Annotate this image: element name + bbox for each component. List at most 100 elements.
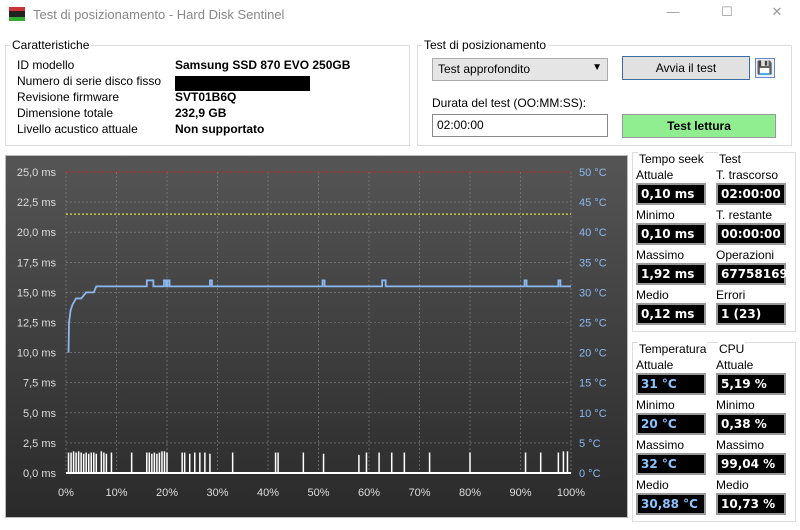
y-right-tick-label: 45 °C <box>579 197 607 209</box>
char-value: Non supportato <box>175 122 265 136</box>
window-title: Test di posizionamento - Hard Disk Senti… <box>33 6 285 22</box>
y-left-tick-label: 15,0 ms <box>17 287 57 299</box>
x-tick-label: 0% <box>58 487 74 499</box>
cpu-stat-label: Attuale <box>716 358 754 372</box>
seek-test-legend: Test di posizionamento <box>424 38 547 52</box>
y-left-tick-label: 0,0 ms <box>23 468 57 480</box>
duration-label: Durata del test (OO:MM:SS): <box>432 96 587 110</box>
seek-stat-value: 1,92 ms <box>636 263 706 285</box>
temperature-stat-label: Medio <box>636 478 669 492</box>
testinfo-stat-value: 67758169 <box>716 263 788 285</box>
x-tick-label: 70% <box>408 487 430 499</box>
temperature-stat-value: 31 °C <box>636 373 706 395</box>
minimize-button[interactable]: — <box>666 4 680 19</box>
y-right-tick-label: 15 °C <box>579 378 607 390</box>
y-right-tick-label: 0 °C <box>579 468 601 480</box>
y-right-tick-label: 25 °C <box>579 318 607 330</box>
start-test-button[interactable]: Avvia il test <box>622 56 750 80</box>
testinfo-stat-label: Errori <box>716 288 746 302</box>
serial-redacted <box>175 76 310 91</box>
y-right-tick-label: 10 °C <box>579 408 607 420</box>
cpu-stat-label: Medio <box>716 478 749 492</box>
y-left-tick-label: 20,0 ms <box>17 227 57 239</box>
characteristics-legend: Caratteristiche <box>12 38 90 52</box>
x-tick-label: 90% <box>509 487 531 499</box>
duration-input[interactable]: 02:00:00 <box>432 114 608 137</box>
testinfo-stat-value: 1 (23) <box>716 303 786 325</box>
char-label: Dimensione totale <box>17 106 114 120</box>
seek-stat-label: Medio <box>636 288 669 302</box>
temp-cpu-panel <box>632 342 796 522</box>
cpu-stat-value: 0,38 % <box>716 413 786 435</box>
char-value: 232,9 GB <box>175 106 227 120</box>
testinfo-stat-value: 02:00:00 <box>716 183 786 205</box>
read-test-button[interactable]: Test lettura <box>622 114 776 138</box>
cpu-stat-value: 5,19 % <box>716 373 786 395</box>
x-tick-label: 40% <box>257 487 279 499</box>
y-left-tick-label: 25,0 ms <box>17 167 57 179</box>
seek-stat-value: 0,10 ms <box>636 183 706 205</box>
testinfo-stat-label: T. trascorso <box>716 168 779 182</box>
maximize-button[interactable]: ☐ <box>721 4 733 19</box>
char-label: ID modello <box>17 58 75 72</box>
cpu-legend: CPU <box>718 342 746 356</box>
characteristics-group: Caratteristiche <box>5 38 410 146</box>
x-tick-label: 30% <box>206 487 228 499</box>
seek-test-group: Test di posizionamento <box>417 38 792 146</box>
test-mode-select[interactable]: Test approfondito ▼ <box>432 58 608 81</box>
y-left-tick-label: 2,5 ms <box>23 438 57 450</box>
temperature-stat-value: 32 °C <box>636 453 706 475</box>
x-tick-label: 50% <box>307 487 329 499</box>
cpu-stat-value: 99,04 % <box>716 453 786 475</box>
seek-stat-label: Minimo <box>636 208 675 222</box>
y-right-tick-label: 35 °C <box>579 257 607 269</box>
title-bar: Test di posizionamento - Hard Disk Senti… <box>0 0 800 28</box>
y-right-tick-label: 50 °C <box>579 167 607 179</box>
temperature-stat-label: Massimo <box>636 438 685 452</box>
temperature-stat-value: 20 °C <box>636 413 706 435</box>
char-value: SVT01B6Q <box>175 90 237 104</box>
testinfo-legend: Test <box>718 152 743 166</box>
testinfo-stat-value: 00:00:00 <box>716 223 786 245</box>
seek-stat-label: Massimo <box>636 248 685 262</box>
testinfo-stat-label: Operazioni <box>716 248 775 262</box>
seek-stats-panel <box>632 152 796 332</box>
seek-chart: 0% 10% 20% 30% 40% 50% 60% 70% 80% 90% 100% 0,0 ms 0… <box>5 155 628 518</box>
cpu-stat-value: 10,73 % <box>716 493 786 515</box>
y-left-tick-label: 10,0 ms <box>17 348 57 360</box>
temperature-stat-label: Attuale <box>636 358 674 372</box>
y-right-tick-label: 20 °C <box>579 348 607 360</box>
char-label: Revisione firmware <box>17 90 120 104</box>
temperature-stat-value: 30,88 °C <box>636 493 706 515</box>
x-tick-label: 100% <box>557 487 585 499</box>
x-tick-label: 80% <box>459 487 481 499</box>
y-left-tick-label: 17,5 ms <box>17 257 57 269</box>
temperature-legend: Temperatura <box>638 342 708 356</box>
y-left-tick-label: 22,5 ms <box>17 197 57 209</box>
y-left-tick-label: 12,5 ms <box>17 318 57 330</box>
temperature-stat-label: Minimo <box>636 398 675 412</box>
y-left-tick-label: 5,0 ms <box>23 408 57 420</box>
x-tick-label: 20% <box>156 487 178 499</box>
chart-svg: 0% 10% 20% 30% 40% 50% 60% 70% 80% 90% 100% 0,0 ms 0… <box>17 167 607 499</box>
y-right-tick-label: 5 °C <box>579 438 601 450</box>
app-icon <box>9 7 25 21</box>
char-label: Livello acustico attuale <box>17 122 138 136</box>
y-right-tick-label: 30 °C <box>579 287 607 299</box>
cpu-stat-label: Minimo <box>716 398 755 412</box>
x-tick-label: 60% <box>358 487 380 499</box>
y-left-tick-label: 7,5 ms <box>23 378 57 390</box>
y-right-tick-label: 40 °C <box>579 227 607 239</box>
seek-stat-label: Attuale <box>636 168 674 182</box>
close-button[interactable]: ✕ <box>771 4 783 19</box>
x-tick-label: 10% <box>105 487 127 499</box>
seek-legend: Tempo seek <box>638 152 705 166</box>
cpu-stat-label: Massimo <box>716 438 765 452</box>
seek-stat-value: 0,12 ms <box>636 303 706 325</box>
char-value: Samsung SSD 870 EVO 250GB <box>175 58 351 72</box>
chevron-down-icon: ▼ <box>592 62 602 73</box>
char-label: Numero di serie disco fisso <box>17 74 162 88</box>
temperature-line <box>67 279 571 353</box>
seek-stat-value: 0,10 ms <box>636 223 706 245</box>
save-icon[interactable]: 💾 <box>755 58 775 78</box>
